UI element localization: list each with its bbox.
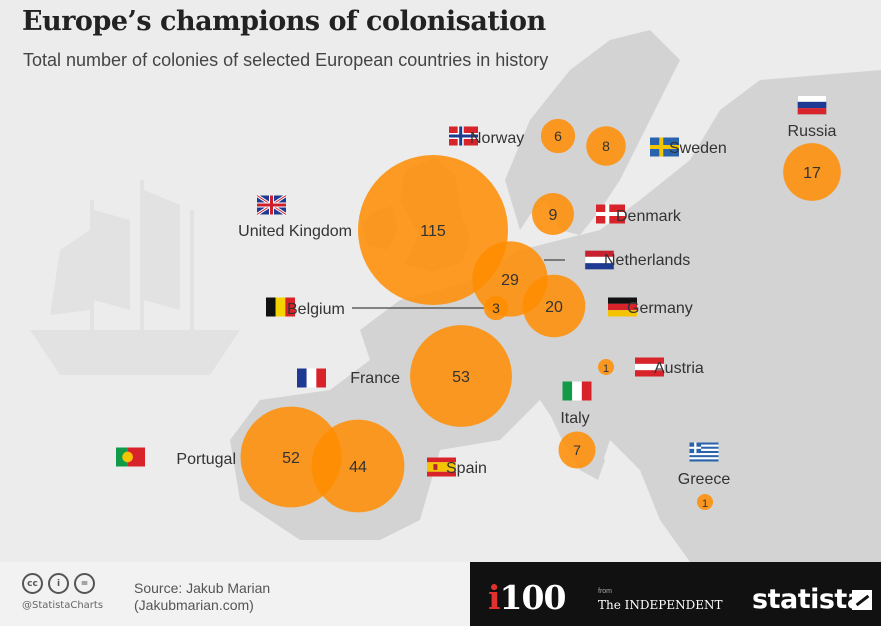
country-label-russia: Russia	[788, 123, 837, 140]
flag-netherlands-icon	[584, 250, 615, 270]
value-label-norway: 6	[554, 128, 562, 144]
country-label-denmark: Denmark	[616, 208, 682, 225]
country-label-germany: Germany	[627, 300, 693, 317]
independent-logo: The INDEPENDENT	[598, 598, 723, 612]
from-label: from	[598, 588, 612, 595]
attribution-icon: i	[48, 573, 69, 594]
value-label-united-kingdom: 115	[420, 223, 446, 240]
country-label-netherlands: Netherlands	[604, 252, 690, 269]
country-label-spain: Spain	[446, 460, 487, 477]
no-derivatives-icon: =	[74, 573, 95, 594]
value-label-belgium: 3	[492, 300, 500, 316]
europe-map: 115 53 52 44 29 20 17 9 8 7 6 3 1 1 United Kingdom Fra…	[0, 0, 881, 562]
statista-logo-icon	[852, 590, 872, 610]
flag-united-kingdom-icon	[256, 194, 287, 216]
source-line-2: (Jakubmarian.com)	[134, 597, 254, 613]
chart-subtitle: Total number of colonies of selected Eur…	[23, 50, 549, 70]
country-label-italy: Italy	[560, 410, 589, 427]
value-label-sweden: 8	[602, 138, 610, 154]
country-label-belgium: Belgium	[287, 301, 345, 318]
bubble-austria	[598, 359, 614, 375]
values-layer: 115 53 52 44 29 20 17 9 8 7 6 3 1 1	[282, 128, 821, 510]
country-label-france: France	[350, 370, 400, 387]
value-label-austria: 1	[603, 363, 609, 375]
flag-austria-icon	[635, 357, 664, 377]
i100-logo-i: i	[488, 578, 501, 617]
cc-icon: cc	[22, 573, 43, 594]
value-label-germany: 20	[545, 299, 563, 316]
flags-layer	[116, 95, 827, 477]
labels-layer: United Kingdom France Portugal Spain Netherl…	[176, 123, 836, 488]
source-credit: Source: Jakub Marian (Jakubmarian.com)	[134, 580, 270, 614]
chart-title: Europe’s champions of colonisation	[22, 6, 546, 37]
flag-belgium-icon	[266, 297, 295, 317]
bubble-denmark	[532, 193, 574, 235]
bubble-belgium	[483, 295, 509, 321]
bubble-united-kingdom	[358, 155, 508, 305]
value-label-netherlands: 29	[501, 272, 519, 289]
leader-lines	[352, 259, 565, 309]
flag-denmark-icon	[596, 204, 625, 224]
bubble-italy	[558, 431, 596, 469]
country-label-greece: Greece	[678, 471, 731, 488]
value-label-spain: 44	[349, 459, 367, 476]
country-label-norway: Norway	[470, 130, 524, 147]
country-label-austria: Austria	[654, 360, 704, 377]
flag-italy-icon	[562, 381, 592, 401]
source-line-1: Source: Jakub Marian	[134, 580, 271, 596]
bubble-germany	[522, 274, 586, 338]
bubble-france	[410, 325, 512, 427]
i100-logo-number: 100	[499, 578, 567, 617]
footer-brand-area	[470, 562, 881, 626]
bubble-spain	[311, 419, 405, 513]
bubble-greece	[697, 494, 713, 510]
flag-spain-icon	[427, 457, 456, 477]
flag-greece-icon	[689, 442, 719, 462]
ship-watermark	[30, 180, 240, 375]
i100-logo: i100	[488, 578, 567, 617]
bubbles-layer	[240, 118, 841, 513]
flag-russia-icon	[797, 95, 827, 115]
flag-sweden-icon	[650, 137, 679, 157]
flag-france-icon	[297, 368, 326, 388]
country-label-sweden: Sweden	[669, 140, 727, 157]
license-icons: cc i =	[22, 573, 95, 594]
country-label-portugal: Portugal	[176, 451, 236, 468]
flag-norway-icon	[449, 126, 478, 146]
value-label-italy: 7	[573, 442, 581, 458]
value-label-russia: 17	[803, 165, 821, 182]
flag-portugal-icon	[116, 447, 145, 467]
value-label-france: 53	[452, 369, 470, 386]
bubble-russia	[783, 143, 841, 201]
bubble-sweden	[586, 126, 626, 166]
country-label-united-kingdom: United Kingdom	[238, 223, 352, 240]
value-label-portugal: 52	[282, 450, 300, 467]
statista-logo: statista	[752, 584, 865, 615]
value-label-greece: 1	[702, 498, 708, 510]
flag-germany-icon	[608, 297, 637, 317]
value-label-denmark: 9	[549, 207, 558, 224]
bubble-norway	[540, 118, 576, 154]
statista-handle: @StatistaCharts	[22, 600, 104, 611]
